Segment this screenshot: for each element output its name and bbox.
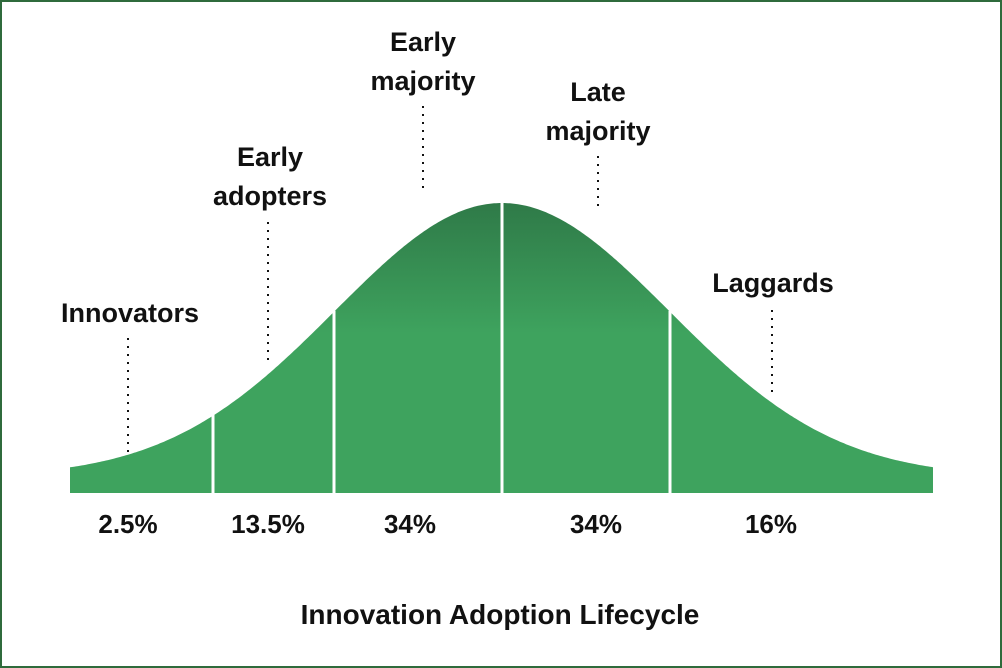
segment-values: 2.5% 13.5% 34% 34% 16% — [98, 509, 797, 539]
segment-label-late-majority-line-2: majority — [545, 116, 650, 146]
label-leader-lines — [127, 106, 773, 452]
segment-label-early-majority-line-2: majority — [370, 66, 475, 96]
segment-label-late-majority-line-1: Late — [570, 77, 626, 107]
segment-label-early-adopters-line-1: Early — [237, 142, 303, 172]
segment-value-innovators: 2.5% — [98, 509, 157, 539]
segment-label-early-majority-line-1: Early — [390, 27, 456, 57]
chart-title: Innovation Adoption Lifecycle — [301, 599, 700, 630]
segment-label-innovators-line-1: Innovators — [61, 298, 199, 328]
segment-value-early-majority: 34% — [384, 509, 436, 539]
segment-value-early-adopters: 13.5% — [231, 509, 305, 539]
segment-value-late-majority: 34% — [570, 509, 622, 539]
segment-labels: Innovators Early adopters Early majority Late… — [61, 27, 834, 328]
segment-dividers — [211, 202, 672, 494]
segment-value-laggards: 16% — [745, 509, 797, 539]
segment-label-laggards-line-1: Laggards — [712, 268, 834, 298]
segment-label-early-adopters-line-2: adopters — [213, 181, 327, 211]
